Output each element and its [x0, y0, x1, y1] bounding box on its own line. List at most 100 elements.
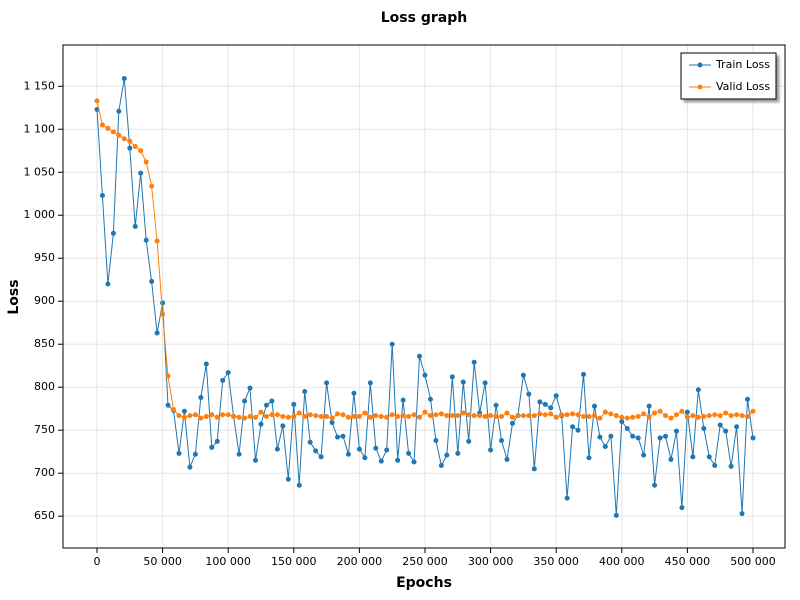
data-point: [438, 462, 444, 468]
data-point: [433, 438, 439, 444]
data-point: [531, 466, 537, 472]
data-point: [258, 421, 264, 427]
data-point: [389, 341, 395, 347]
data-point: [449, 374, 455, 380]
legend-marker: [697, 84, 703, 90]
data-point: [520, 413, 526, 419]
x-tick-label: 50 000: [143, 555, 182, 568]
data-point: [214, 414, 220, 420]
data-point: [296, 410, 302, 416]
data-point: [307, 412, 313, 418]
data-point: [499, 438, 505, 444]
x-tick-label: 350 000: [533, 555, 579, 568]
data-point: [313, 413, 319, 419]
data-point: [351, 390, 357, 396]
data-point: [630, 414, 636, 420]
data-point: [531, 413, 537, 419]
data-point: [318, 454, 324, 460]
data-point: [192, 412, 198, 418]
data-point: [384, 447, 390, 453]
data-point: [335, 411, 341, 417]
data-point: [417, 414, 423, 420]
data-point: [138, 170, 144, 176]
data-point: [154, 238, 160, 244]
data-point: [373, 413, 379, 419]
data-point: [181, 408, 187, 414]
data-point: [395, 413, 401, 419]
x-tick-label: 200 000: [337, 555, 383, 568]
data-point: [116, 108, 122, 114]
data-point: [285, 476, 291, 482]
data-point: [231, 413, 237, 419]
data-point: [739, 511, 745, 517]
data-point: [116, 132, 122, 138]
data-point: [225, 370, 231, 376]
data-point: [340, 433, 346, 439]
data-point: [192, 451, 198, 457]
data-point: [586, 455, 592, 461]
data-point: [400, 397, 406, 403]
y-tick-label: 1 000: [24, 208, 56, 221]
x-tick-label: 300 000: [468, 555, 514, 568]
data-point: [160, 300, 166, 306]
data-point: [94, 98, 100, 104]
data-point: [362, 455, 368, 461]
data-point: [154, 330, 160, 336]
data-point: [482, 413, 488, 419]
data-point: [701, 413, 707, 419]
y-tick-label: 750: [34, 423, 55, 436]
legend-label: Valid Loss: [716, 80, 770, 93]
data-point: [570, 424, 576, 430]
data-point: [520, 372, 526, 378]
data-point: [641, 452, 647, 458]
data-point: [553, 393, 559, 399]
data-point: [657, 435, 663, 441]
data-point: [132, 223, 138, 229]
data-point: [406, 450, 412, 456]
data-point: [504, 456, 510, 462]
data-point: [422, 409, 428, 415]
x-tick-label: 450 000: [665, 555, 711, 568]
data-point: [176, 413, 182, 419]
data-point: [340, 412, 346, 418]
data-point: [373, 445, 379, 451]
data-point: [548, 405, 554, 411]
legend-box: [680, 52, 777, 100]
data-point: [367, 380, 373, 386]
data-point: [269, 412, 275, 418]
data-point: [712, 462, 718, 468]
data-point: [712, 412, 718, 418]
data-point: [608, 433, 614, 439]
data-point: [324, 380, 330, 386]
data-point: [378, 458, 384, 464]
data-point: [203, 361, 209, 367]
legend-label: Train Loss: [715, 58, 770, 71]
data-point: [701, 425, 707, 431]
x-tick-label: 250 000: [402, 555, 448, 568]
data-point: [750, 435, 756, 441]
data-point: [745, 413, 751, 419]
x-axis-label: Epochs: [396, 575, 452, 591]
data-point: [624, 425, 630, 431]
data-point: [679, 505, 685, 511]
data-point: [203, 413, 209, 419]
data-point: [570, 411, 576, 417]
data-point: [324, 413, 330, 419]
data-point: [471, 413, 477, 419]
data-point: [515, 413, 521, 419]
data-point: [734, 412, 740, 418]
data-point: [641, 411, 647, 417]
data-point: [400, 413, 406, 419]
x-tick-label: 0: [93, 555, 100, 568]
data-point: [220, 412, 226, 418]
y-tick-label: 900: [34, 294, 55, 307]
data-point: [242, 398, 248, 404]
y-tick-label: 1 150: [24, 79, 56, 92]
data-point: [526, 413, 532, 419]
data-point: [433, 412, 439, 418]
data-point: [411, 459, 417, 465]
data-point: [263, 413, 269, 419]
data-point: [99, 192, 105, 198]
data-point: [395, 457, 401, 463]
data-point: [367, 414, 373, 420]
